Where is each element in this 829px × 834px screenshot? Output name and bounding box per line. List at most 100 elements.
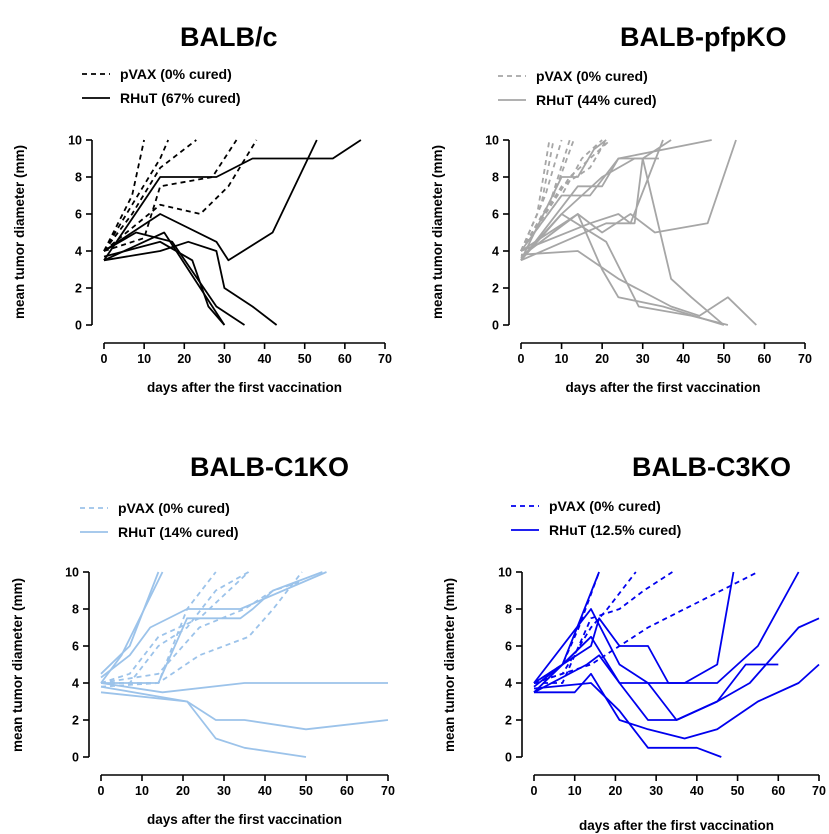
y-tick-label: 2 (492, 282, 499, 296)
y-tick-label: 0 (505, 751, 512, 765)
y-tick-label: 6 (505, 640, 512, 654)
legend-label: pVAX (0% cured) (536, 68, 648, 84)
series-line-rhut (520, 139, 672, 252)
y-axis-label: mean tumor diameter (mm) (10, 578, 25, 752)
x-axis-label: days after the first vaccination (565, 380, 760, 395)
legend-label: RHuT (67% cured) (120, 90, 241, 106)
series-line-pvax (103, 139, 145, 252)
series-line-rhut (520, 250, 757, 326)
series-line-rhut (103, 240, 226, 326)
y-tick-label: 2 (72, 714, 79, 728)
chart-title: BALB/c (180, 22, 278, 52)
series-line-rhut (100, 571, 164, 684)
y-tick-label: 8 (72, 603, 79, 617)
y-tick-label: 6 (492, 208, 499, 222)
x-tick-label: 20 (595, 352, 609, 366)
legend-label: RHuT (12.5% cured) (549, 522, 681, 538)
x-axis-label: days after the first vaccination (147, 812, 342, 827)
x-tick-label: 60 (338, 352, 352, 366)
y-tick-label: 0 (75, 319, 82, 333)
y-tick-label: 4 (492, 245, 499, 259)
series-line-rhut (103, 240, 278, 326)
series-line-rhut (520, 157, 725, 326)
x-tick-label: 0 (98, 784, 105, 798)
x-tick-label: 30 (636, 352, 650, 366)
x-tick-label: 70 (798, 352, 812, 366)
y-tick-label: 8 (492, 171, 499, 185)
x-tick-label: 10 (555, 352, 569, 366)
legend-label: RHuT (44% cured) (536, 92, 657, 108)
y-tick-label: 6 (75, 208, 82, 222)
series-line-rhut (100, 685, 307, 758)
series-line-pvax (520, 139, 563, 252)
x-tick-label: 10 (568, 784, 582, 798)
y-tick-label: 2 (75, 282, 82, 296)
chart-title: BALB-pfpKO (620, 22, 786, 52)
y-tick-label: 6 (72, 640, 79, 654)
x-tick-label: 10 (137, 352, 151, 366)
y-axis-label: mean tumor diameter (mm) (430, 145, 445, 319)
series-line-rhut (100, 682, 388, 694)
series-line-rhut (520, 139, 664, 252)
x-tick-label: 30 (217, 784, 231, 798)
x-tick-label: 50 (299, 784, 313, 798)
series-line-pvax (103, 139, 197, 252)
x-tick-label: 70 (381, 784, 395, 798)
legend-label: pVAX (0% cured) (118, 500, 230, 516)
legend-label: RHuT (14% cured) (118, 524, 239, 540)
y-tick-label: 8 (75, 171, 82, 185)
series-line-rhut (520, 139, 712, 261)
x-tick-label: 0 (101, 352, 108, 366)
series-line-rhut (534, 663, 820, 740)
series-line-pvax (520, 139, 555, 252)
y-axis-label: mean tumor diameter (mm) (442, 578, 457, 752)
x-tick-label: 20 (176, 784, 190, 798)
y-axis-label: mean tumor diameter (mm) (12, 145, 27, 319)
y-tick-label: 10 (65, 566, 79, 580)
x-tick-label: 50 (717, 352, 731, 366)
legend-label: pVAX (0% cured) (549, 498, 661, 514)
x-tick-label: 30 (217, 352, 231, 366)
series-line-pvax (103, 139, 258, 252)
x-tick-label: 40 (258, 784, 272, 798)
y-tick-label: 10 (498, 566, 512, 580)
series-line-rhut (533, 617, 820, 721)
y-tick-label: 10 (485, 134, 499, 148)
y-tick-label: 0 (492, 319, 499, 333)
x-tick-label: 20 (177, 352, 191, 366)
x-tick-label: 50 (298, 352, 312, 366)
series-line-rhut (533, 682, 722, 758)
x-tick-label: 0 (518, 352, 525, 366)
x-tick-label: 60 (757, 352, 771, 366)
y-tick-label: 4 (72, 677, 79, 691)
series-line-pvax (101, 571, 250, 684)
x-tick-label: 40 (258, 352, 272, 366)
series-line-pvax (103, 139, 170, 252)
chart-title: BALB-C1KO (190, 452, 349, 482)
x-tick-label: 0 (531, 784, 538, 798)
x-tick-label: 50 (731, 784, 745, 798)
series-line-rhut (520, 213, 725, 326)
y-tick-label: 10 (68, 134, 82, 148)
x-tick-label: 10 (135, 784, 149, 798)
y-tick-label: 2 (505, 714, 512, 728)
series-line-pvax (103, 139, 238, 252)
x-tick-label: 60 (771, 784, 785, 798)
series-line-rhut (520, 139, 607, 261)
series-line-rhut (100, 691, 389, 731)
series-line-rhut (103, 139, 318, 262)
y-tick-label: 0 (72, 751, 79, 765)
y-tick-label: 4 (505, 677, 512, 691)
y-tick-label: 4 (75, 245, 82, 259)
x-axis-label: days after the first vaccination (579, 818, 774, 833)
x-tick-label: 30 (649, 784, 663, 798)
x-tick-label: 40 (676, 352, 690, 366)
series-line-rhut (520, 213, 729, 326)
series-line-rhut (103, 231, 226, 326)
y-tick-label: 8 (505, 603, 512, 617)
series-line-rhut (100, 571, 160, 675)
